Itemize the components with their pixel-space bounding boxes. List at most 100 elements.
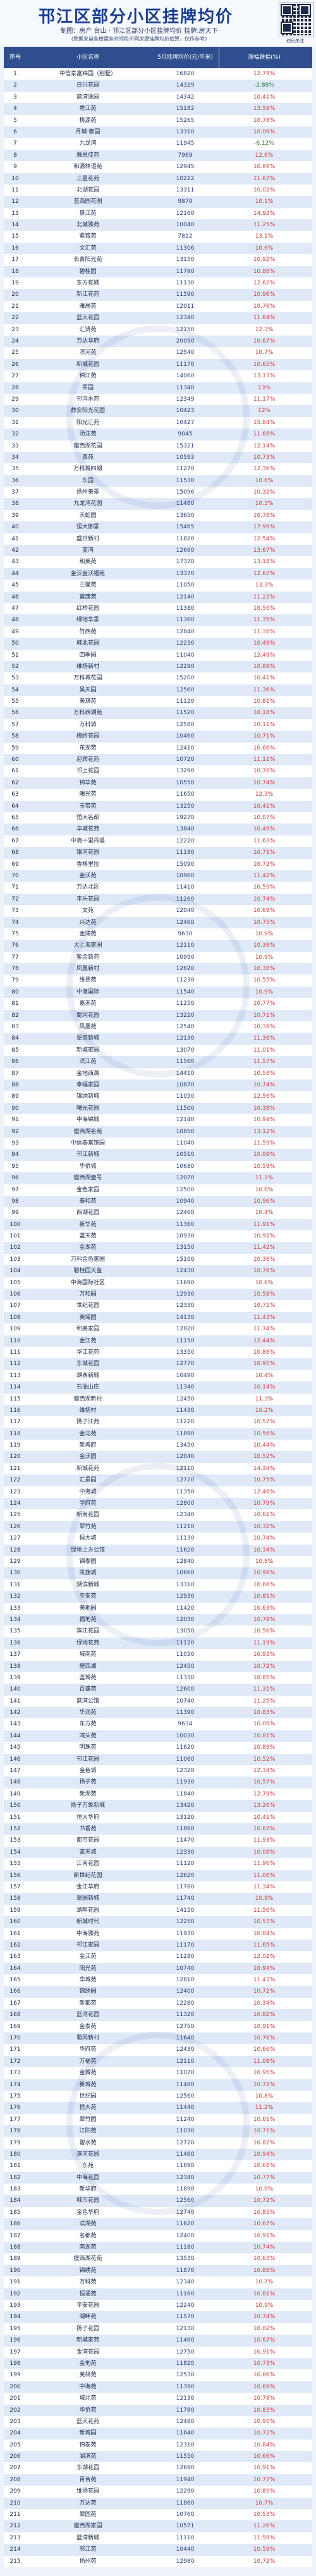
- table-row: 152 书香苑 11860 10.67%: [4, 1823, 312, 1835]
- community-name: 蓝城苑: [79, 1674, 97, 1681]
- price-change: 10.71%: [253, 733, 276, 740]
- row-index: 57: [11, 721, 19, 728]
- row-index: 84: [11, 1035, 19, 1042]
- price-change: 12.46%: [253, 1488, 276, 1495]
- price-change: 13.3%: [255, 582, 274, 589]
- table-row: 91 中海锦城 12140 10.94%: [4, 1114, 312, 1126]
- table-row: 157 金江华府 11780 11.34%: [4, 1881, 312, 1893]
- community-name: 学府苑: [79, 1500, 97, 1507]
- listing-price: 15321: [176, 442, 195, 449]
- price-change: 11.17%: [253, 396, 276, 403]
- row-index: 97: [11, 1186, 19, 1193]
- community-name: 美琪苑: [79, 698, 97, 705]
- listing-price: 12620: [176, 966, 195, 973]
- listing-price: 12480: [176, 2418, 195, 2425]
- table-row: 48 绿地华景 11360 11.35%: [4, 614, 312, 626]
- table-row: 57 万科城 12580 10.11%: [4, 719, 312, 731]
- price-change: 10.94%: [253, 1117, 276, 1124]
- price-change: 10.89%: [253, 2488, 276, 2495]
- row-index: 117: [9, 1419, 21, 1426]
- table-row: 143 东方苑 9634 10.09%: [4, 1718, 312, 1730]
- price-change: 10.11%: [253, 721, 276, 728]
- table-row: 146 邗江花园 11060 10.52%: [4, 1753, 312, 1766]
- price-change: 10.56%: [253, 1430, 276, 1437]
- table-row: 127 恒大城 11130 10.74%: [4, 1533, 312, 1545]
- data-note: (数据来自各楼盘各时间段不同房源挂牌均价估算，仅作参考): [71, 36, 207, 42]
- table-row: 88 幸福家园 10870 10.74%: [4, 1079, 312, 1091]
- community-name: 恒通苑: [79, 2290, 97, 2297]
- community-name: 东湖苑: [79, 744, 97, 751]
- listing-price: 12690: [176, 2465, 195, 2472]
- price-change: 12.6%: [255, 152, 274, 159]
- community-name: 名都苑: [79, 2232, 97, 2239]
- table-row: 196 新城家苑 11460 10.67%: [4, 2335, 312, 2347]
- table-row: 212 瘦西湖家园 10571 11.26%: [4, 2520, 312, 2532]
- table-row: 81 嘉禾苑 11250 10.77%: [4, 998, 312, 1010]
- price-change: 11.34%: [253, 1883, 276, 1890]
- listing-price: 12040: [176, 908, 195, 914]
- table-row: 171 华府苑 12430 10.66%: [4, 2044, 312, 2056]
- table-row: 49 竹西苑 12840 11.38%: [4, 626, 312, 638]
- table-row: 52 维扬新村 12290 10.89%: [4, 660, 312, 673]
- community-name: 湾头苑: [79, 1732, 97, 1739]
- listing-price: 10930: [176, 1233, 195, 1240]
- table-row: 197 金湾花园 12750 10.91%: [4, 2346, 312, 2358]
- table-row: 101 蓝天苑 10930 10.92%: [4, 1230, 312, 1242]
- qr-code-icon[interactable]: [279, 3, 313, 37]
- table-row: 178 江阳苑 11030 10.71%: [4, 2125, 312, 2137]
- price-change: 10.91%: [253, 2232, 276, 2239]
- community-name: 文汇苑: [79, 245, 97, 252]
- table-row: 181 东苑 11890 10.68%: [4, 2160, 312, 2172]
- listing-price: 11690: [176, 1279, 195, 1286]
- row-index: 36: [11, 477, 19, 484]
- listing-price: 11040: [176, 652, 195, 659]
- listing-price: 12430: [176, 1268, 195, 1275]
- community-name: 和源林语苑: [73, 164, 102, 171]
- table-row: 46 富康苑 12140 11.22%: [4, 591, 312, 603]
- price-change: 12.56%: [253, 1093, 276, 1100]
- table-row: 115 瘦西湖新村 12450 11.3%: [4, 1393, 312, 1405]
- price-change: 10.73%: [253, 2360, 276, 2367]
- price-change: 10.34%: [253, 2000, 276, 2007]
- row-index: 51: [11, 652, 19, 659]
- listing-price: 11870: [176, 2267, 195, 2274]
- price-change: 10.77%: [253, 2476, 276, 2483]
- price-change: 10.77%: [253, 1000, 276, 1007]
- listing-price: 11340: [176, 1384, 195, 1391]
- table-row: 108 美域园 14130 11.43%: [4, 1311, 312, 1324]
- listing-price: 11820: [176, 535, 195, 542]
- row-index: 48: [11, 617, 19, 624]
- table-row: 174 新城苑 11480 10.72%: [4, 2079, 312, 2091]
- listing-price: 10680: [176, 1163, 195, 1170]
- listing-price: 15265: [176, 117, 195, 124]
- community-name: 百合苑: [79, 2476, 97, 2483]
- row-index: 200: [9, 2383, 21, 2390]
- table-row: 193 平安花园 12240 10.9%: [4, 2300, 312, 2312]
- listing-price: 10510: [176, 1151, 195, 1158]
- row-index: 147: [9, 1768, 21, 1775]
- row-index: 192: [9, 2290, 21, 2297]
- community-name: 恒大城: [79, 1535, 97, 1542]
- community-name: 天虹园: [79, 512, 97, 519]
- row-index: 59: [11, 744, 19, 751]
- row-index: 89: [11, 1093, 19, 1100]
- price-change: 11.68%: [253, 431, 276, 438]
- row-index: 79: [11, 977, 19, 984]
- row-index: 31: [11, 419, 19, 426]
- table-row: 47 红桥花园 11380 10.56%: [4, 602, 312, 615]
- table-row: 107 世纪花园 12330 10.71%: [4, 1300, 312, 1312]
- row-index: 160: [9, 1919, 21, 1926]
- table-row: 16 文汇苑 11306 10.6%: [4, 242, 312, 255]
- community-name: 新都苑: [79, 2000, 97, 2007]
- table-row: 82 蜀冈花园 13220 10.71%: [4, 1009, 312, 1022]
- table-row: 35 万科城四期 11270 12.36%: [4, 463, 312, 475]
- community-name: 南湖苑: [79, 2244, 97, 2251]
- price-change: 10.74%: [253, 1081, 276, 1088]
- table-row: 201 城北苑 12130 10.78%: [4, 2393, 312, 2405]
- table-row: 124 学府苑 12800 10.79%: [4, 1498, 312, 1510]
- table-row: 58 梅岭花园 10460 10.71%: [4, 731, 312, 743]
- table-row: 147 金色城 12320 12.34%: [4, 1765, 312, 1777]
- community-name: 汇景园: [79, 1477, 97, 1484]
- table-row: 12 蓝西园花园 9870 10.1%: [4, 196, 312, 208]
- table-row: 4 秀江苑 15182 13.59%: [4, 103, 312, 115]
